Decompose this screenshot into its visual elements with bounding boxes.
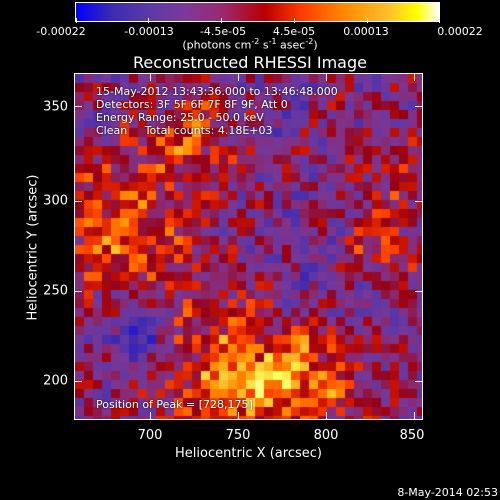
colorbar-tick xyxy=(367,18,368,23)
colorbar-label: -0.00022 xyxy=(36,25,86,38)
y-tick xyxy=(75,291,82,292)
x-axis-label: Heliocentric X (arcsec) xyxy=(175,446,322,461)
colorbar-tick xyxy=(148,18,149,23)
colorbar-tick xyxy=(439,18,440,23)
footer-date: 8-May-2014 02:53 xyxy=(397,486,498,499)
x-tick-label: 700 xyxy=(137,428,163,443)
y-tick-label: 300 xyxy=(43,193,68,209)
x-tick xyxy=(150,412,151,419)
colorbar-units-exponent: -1 xyxy=(268,37,277,46)
colorbar-label: 4.5e-05 xyxy=(272,25,316,38)
y-tick-right xyxy=(415,291,422,292)
y-tick xyxy=(75,381,82,382)
x-tick-label: 800 xyxy=(313,428,339,443)
colorbar-gradient xyxy=(76,3,439,21)
x-tick xyxy=(326,412,327,419)
time-range-text: 15-May-2012 13:43:36.000 to 13:46:48.000 xyxy=(96,85,338,98)
colorbar-units: (photons cm-2 s-1 asec-2) xyxy=(0,37,500,52)
colorbar-label: -0.00013 xyxy=(124,25,174,38)
colorbar-tick xyxy=(294,18,295,23)
y-tick-label: 250 xyxy=(43,283,68,299)
colorbar xyxy=(75,2,440,23)
colorbar-units-middle: asec xyxy=(276,38,306,52)
x-tick-label: 750 xyxy=(225,428,251,443)
plot-area: 15-May-2012 13:43:36.000 to 13:46:48.000… xyxy=(74,73,423,420)
y-tick-right xyxy=(415,381,422,382)
colorbar-label: 0.00022 xyxy=(437,25,483,38)
y-axis-label: Heliocentric Y (arcsec) xyxy=(25,174,41,321)
y-tick-label: 200 xyxy=(43,373,68,389)
x-tick-label: 850 xyxy=(399,428,425,443)
colorbar-units-suffix: ) xyxy=(313,38,318,52)
image-title: Reconstructed RHESSI Image xyxy=(133,53,367,72)
colorbar-label: 0.00013 xyxy=(343,25,389,38)
x-tick-top xyxy=(414,74,415,81)
x-tick-top xyxy=(150,74,151,81)
colorbar-tick xyxy=(221,18,222,23)
x-tick xyxy=(238,412,239,419)
colorbar-units-middle: s xyxy=(259,38,269,52)
detectors-text: Detectors: 3F 5F 6F 7F 8F 9F, Att 0 xyxy=(96,98,288,111)
y-tick-right xyxy=(415,201,422,202)
x-tick xyxy=(414,412,415,419)
y-tick-label: 350 xyxy=(43,99,68,115)
colorbar-units-exponent: -2 xyxy=(305,37,314,46)
y-tick xyxy=(75,106,82,107)
clean-counts-text: Clean Total counts: 4.18E+03 xyxy=(96,124,273,137)
x-tick-top xyxy=(238,74,239,81)
energy-range-text: Energy Range: 25.0 - 50.0 keV xyxy=(96,111,264,124)
colorbar-tick xyxy=(76,18,77,23)
colorbar-units-exponent: -2 xyxy=(251,37,260,46)
colorbar-label: -4.5e-05 xyxy=(199,25,247,38)
peak-position-text: Position of Peak = [728,175] xyxy=(96,398,253,411)
rhessi-image-map xyxy=(75,74,422,419)
colorbar-units-prefix: (photons cm xyxy=(182,38,252,52)
x-tick-top xyxy=(326,74,327,81)
y-tick xyxy=(75,201,82,202)
y-tick-right xyxy=(415,106,422,107)
